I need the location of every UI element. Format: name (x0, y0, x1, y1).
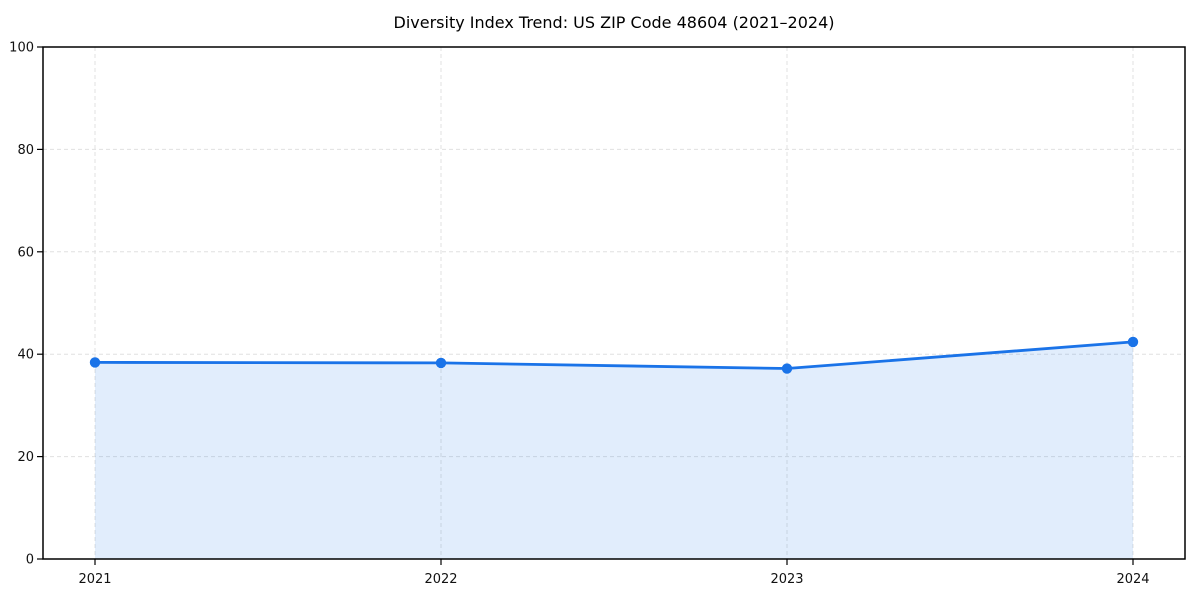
data-point (1127, 336, 1139, 348)
x-tick-label: 2024 (1116, 572, 1149, 587)
y-tick-label: 0 (26, 553, 34, 568)
y-tick-label: 60 (17, 245, 34, 260)
x-tick-label: 2022 (424, 572, 457, 587)
y-tick-label: 100 (9, 41, 34, 56)
y-tick-label: 40 (17, 348, 34, 363)
area-fill (95, 341, 1133, 559)
chart-title: Diversity Index Trend: US ZIP Code 48604… (393, 13, 835, 32)
trend-line (93, 340, 1135, 370)
data-point (781, 363, 793, 374)
data-point (89, 357, 101, 368)
x-tick-label: 2021 (78, 572, 111, 587)
y-tick-label: 20 (17, 450, 34, 465)
y-tick-label: 80 (17, 143, 34, 158)
x-tick-label: 2023 (770, 572, 803, 587)
data-point (435, 357, 447, 369)
plot-border (42, 46, 1186, 560)
